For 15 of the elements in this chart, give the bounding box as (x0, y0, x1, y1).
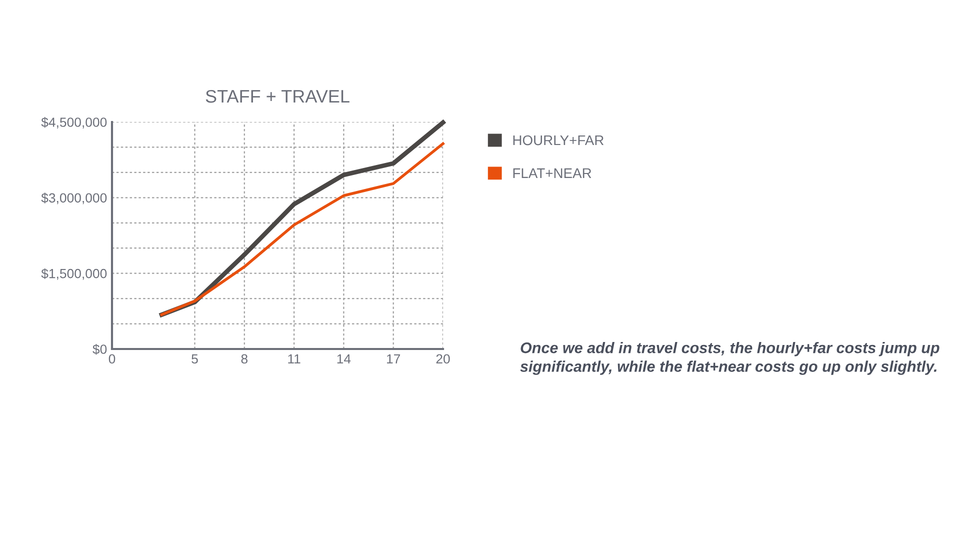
y-tick-label: $3,000,000 (41, 192, 107, 204)
chart-title: STAFF + TRAVEL (206, 90, 350, 103)
x-tick-label: 11 (288, 354, 300, 364)
x-tick-label: 14 (337, 354, 351, 364)
y-tick-label: $4,500,000 (41, 117, 107, 128)
x-tick-label: 17 (387, 354, 400, 364)
text: Once we add in travel costs, the hourly+far costs jump up significantly, while the flat+near costs go up only slightly. (520, 342, 940, 375)
x-tick-label: 0 (108, 354, 116, 364)
legend-label: FLAT+NEAR (513, 168, 592, 178)
legend-label: HOURLY+FAR (513, 135, 604, 146)
x-tick-label: 8 (241, 354, 248, 364)
x-tick-label: 20 (436, 354, 450, 364)
y-tick-label: $1,500,000 (41, 268, 107, 280)
x-tick-label: 5 (192, 354, 198, 364)
y-tick-label: $0 (92, 344, 107, 355)
